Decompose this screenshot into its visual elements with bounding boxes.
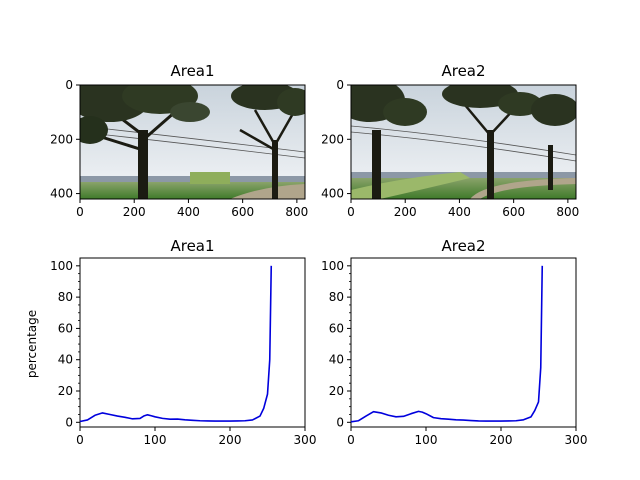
line-chart-area2: Area2 0 100 200 300 0 20 40 60 80 100	[321, 237, 587, 447]
x-tick-label: 0	[347, 433, 355, 447]
x-tick-label: 0	[76, 205, 84, 219]
photo-area1	[80, 85, 305, 199]
y-tick-label: 0	[336, 78, 344, 92]
axes-frame-area1-image	[79, 84, 306, 200]
image-panel-area2: Area2 0 200 400 600 800 0 200 400	[321, 62, 579, 219]
y-axis-label-area1: percentage	[25, 310, 39, 378]
y-tick-label: 100	[50, 259, 73, 273]
x-tick-label: 0	[347, 205, 355, 219]
x-tick-label: 200	[394, 205, 417, 219]
series-line	[79, 265, 273, 423]
y-tick-label: 60	[329, 321, 344, 335]
y-tick-label: 400	[50, 187, 73, 201]
y-tick-label: 0	[65, 78, 73, 92]
y-tick-label: 80	[329, 290, 344, 304]
axes-frame-area2-chart	[350, 257, 577, 428]
y-tick-label: 0	[65, 415, 73, 429]
photo-area2	[351, 85, 576, 199]
y-tick-label: 100	[321, 259, 344, 273]
x-tick-label: 200	[490, 433, 513, 447]
y-tick-label: 200	[321, 132, 344, 146]
x-tick-label: 800	[285, 205, 308, 219]
y-tick-label: 0	[336, 415, 344, 429]
x-tick-label: 0	[76, 433, 84, 447]
marks-area2: 0 100 200 300 0 20 40 60 80 100	[321, 259, 587, 447]
x-tick-label: 200	[219, 433, 242, 447]
x-tick-label: 400	[177, 205, 200, 219]
x-tick-label: 800	[556, 205, 579, 219]
series-line	[350, 265, 544, 423]
y-tick-label: 80	[58, 290, 73, 304]
x-tick-label: 200	[123, 205, 146, 219]
y-tick-label: 200	[50, 132, 73, 146]
x-tick-label: 300	[565, 433, 588, 447]
x-tick-label: 600	[502, 205, 525, 219]
y-tick-label: 40	[329, 353, 344, 367]
x-tick-label: 100	[415, 433, 438, 447]
x-tick-label: 600	[231, 205, 254, 219]
chart-title-area1: Area1	[170, 237, 214, 255]
y-tick-label: 20	[329, 384, 344, 398]
x-tick-label: 300	[294, 433, 317, 447]
line-chart-area1: Area1 percentage 0 100 200 300 0 20 40 60 80 100	[25, 237, 316, 447]
y-tick-label: 20	[58, 384, 73, 398]
yticks-image-area2: 0 200 400	[321, 78, 351, 201]
chart-title-area2: Area2	[441, 237, 485, 255]
image-title-area1: Area1	[170, 62, 214, 80]
axes-frame-area2-image	[350, 84, 577, 200]
marks-area1: 0 100 200 300 0 20 40 60 80 100	[50, 259, 316, 447]
xticks-image-area1: 0 200 400 600 800	[76, 199, 308, 219]
x-tick-label: 100	[144, 433, 167, 447]
image-title-area2: Area2	[441, 62, 485, 80]
y-tick-label: 400	[321, 187, 344, 201]
yticks-image-area1: 0 200 400	[50, 78, 80, 201]
y-tick-label: 40	[58, 353, 73, 367]
x-tick-label: 400	[448, 205, 471, 219]
y-tick-label: 60	[58, 321, 73, 335]
axes-frame-area1-chart	[79, 257, 306, 428]
image-panel-area1: Area1 0 200 400 600 800 0 200 400	[50, 62, 308, 219]
xticks-image-area2: 0 200 400 600 800	[347, 199, 579, 219]
